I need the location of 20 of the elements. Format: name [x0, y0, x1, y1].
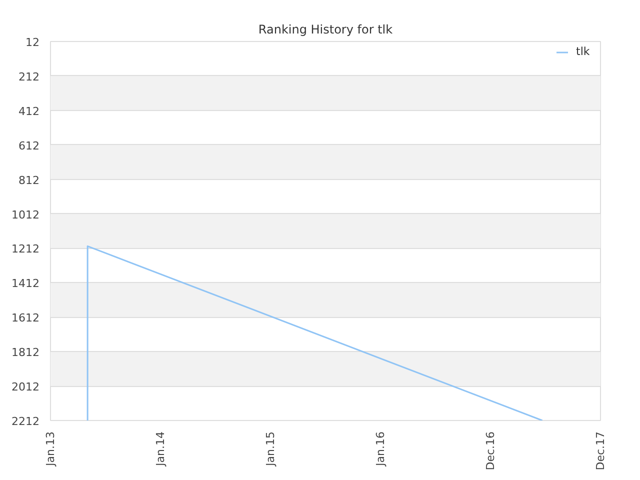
x-tick-label: Dec.16: [484, 432, 497, 470]
y-tick-label: 612: [18, 139, 40, 152]
y-tick-label: 812: [18, 174, 40, 187]
x-tick-label: Jan.15: [264, 431, 277, 467]
x-tick-label: Jan.14: [154, 431, 167, 467]
y-tick-label: 1012: [12, 208, 40, 222]
legend-label: tlk: [576, 45, 591, 58]
x-tick-label: Jan.16: [374, 431, 387, 467]
y-tick-label: 1612: [12, 312, 40, 325]
y-tick-label: 1812: [12, 346, 40, 360]
y-tick-label: 2212: [12, 415, 40, 428]
x-tick-label: Jan.13: [44, 431, 57, 467]
x-tick-label: Dec.17: [594, 432, 607, 470]
y-tick-label: 212: [18, 70, 40, 84]
chart-title: Ranking History for tlk: [258, 22, 393, 36]
y-tick-label: 2012: [12, 380, 40, 394]
y-tick-label: 412: [18, 104, 40, 118]
y-tick-label: 1212: [12, 242, 40, 256]
y-tick-label: 12: [26, 36, 40, 49]
y-tick-label: 1412: [12, 277, 40, 290]
